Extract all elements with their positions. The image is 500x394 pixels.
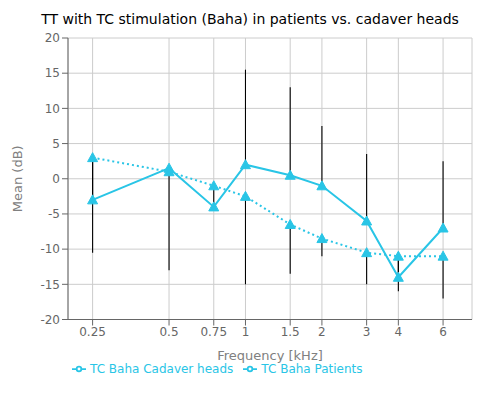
svg-text:3: 3	[363, 325, 371, 339]
svg-text:-5: -5	[48, 207, 60, 221]
svg-text:0.75: 0.75	[200, 325, 227, 339]
svg-text:-15: -15	[40, 278, 60, 292]
svg-text:Frequency [kHz]: Frequency [kHz]	[217, 348, 323, 363]
svg-text:0.25: 0.25	[79, 325, 106, 339]
svg-text:1.5: 1.5	[281, 325, 300, 339]
svg-text:10: 10	[45, 102, 60, 116]
html-text:TC Baha Cadaver heads: TC Baha Cadaver heads	[90, 361, 234, 376]
svg-text:1: 1	[242, 325, 250, 339]
svg-text:6: 6	[439, 325, 447, 339]
html-text:TC Baha Patients: TC Baha Patients	[261, 361, 363, 376]
html-text:TT with TC stimulation (Baha): TT with TC stimulation (Baha) in patient…	[41, 11, 459, 27]
svg-text:4: 4	[395, 325, 403, 339]
svg-text:15: 15	[45, 66, 60, 80]
svg-text:2: 2	[318, 325, 326, 339]
svg-text:20: 20	[45, 31, 60, 45]
svg-text:0.5: 0.5	[159, 325, 178, 339]
svg-text:5: 5	[52, 137, 60, 151]
svg-text:Mean (dB): Mean (dB)	[10, 145, 25, 212]
svg-text:0: 0	[52, 172, 60, 186]
svg-text:-20: -20	[40, 313, 60, 327]
svg-text:-10: -10	[40, 242, 60, 256]
